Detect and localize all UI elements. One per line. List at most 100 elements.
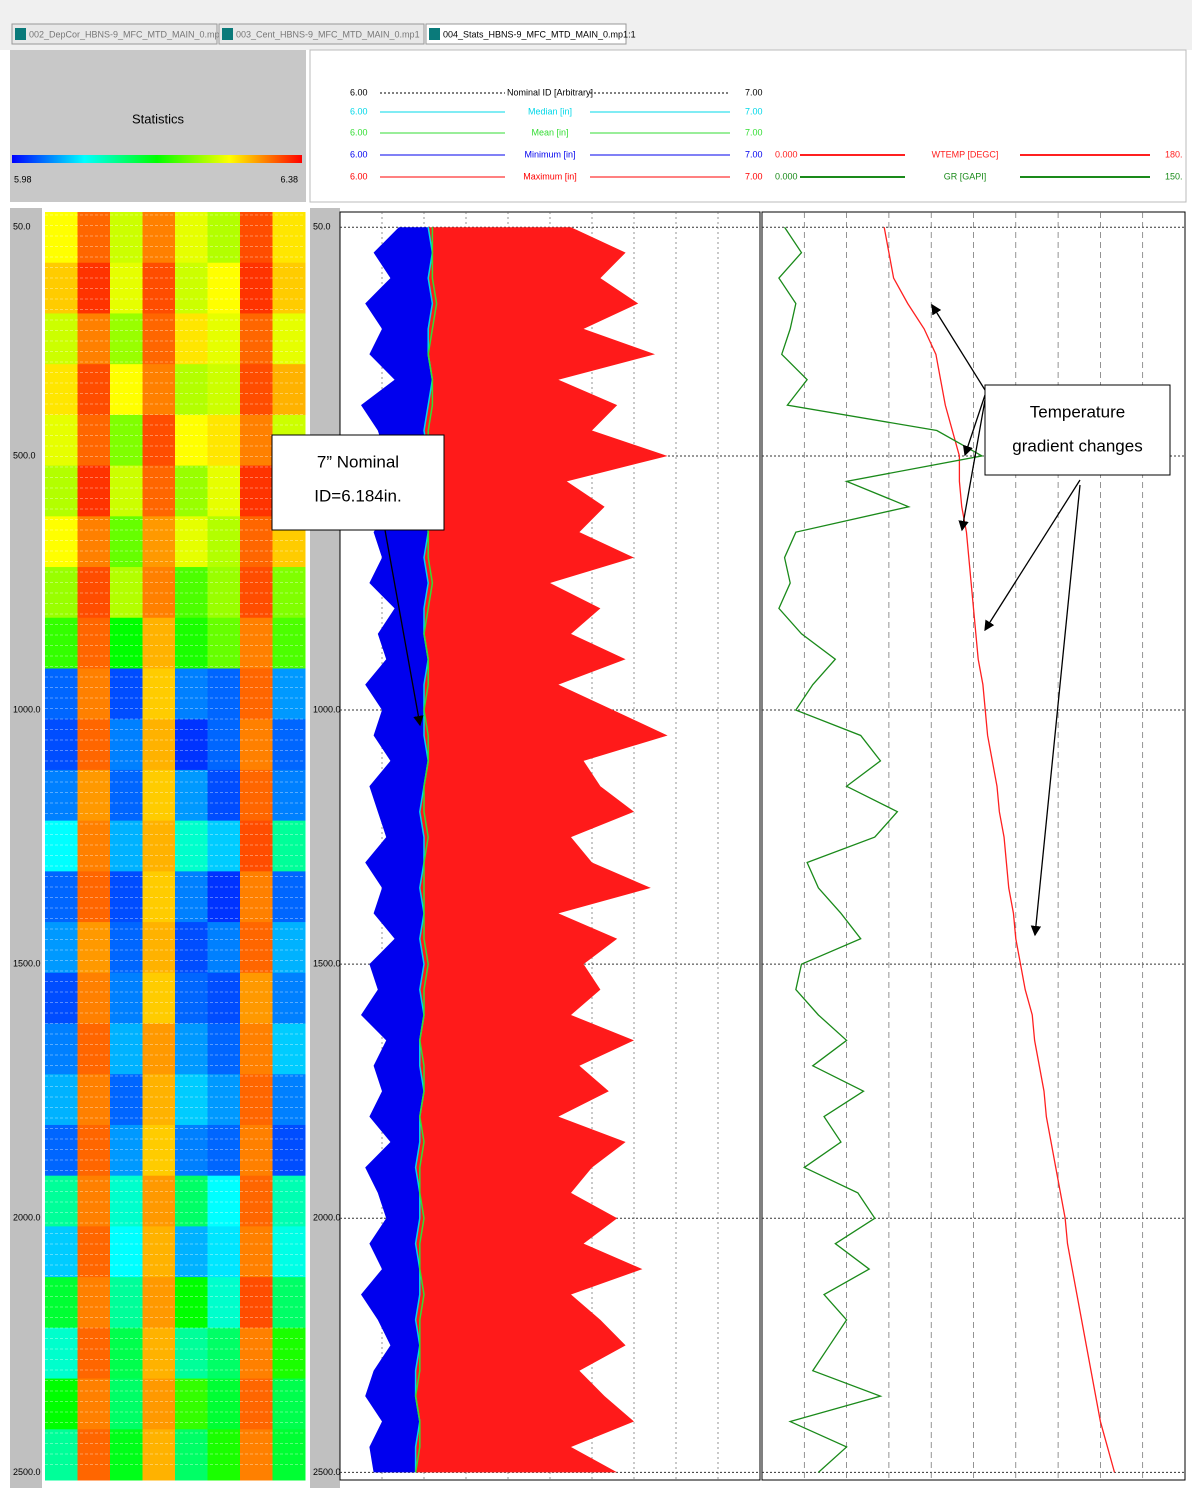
heatmap-cell: [78, 1429, 111, 1480]
heatmap-cell: [273, 871, 306, 922]
heatmap-cell: [143, 516, 176, 567]
heatmap-cell: [110, 1429, 143, 1480]
heatmap-cell: [45, 1125, 78, 1176]
heatmap-cell: [273, 1429, 306, 1480]
heatmap-cell: [110, 1176, 143, 1227]
heatmap-cell: [110, 1024, 143, 1075]
heatmap-cell: [208, 618, 241, 669]
heatmap-cell: [45, 973, 78, 1024]
heatmap-cell: [208, 668, 241, 719]
legend-min: 6.00: [350, 127, 368, 137]
heatmap-cell: [208, 313, 241, 364]
heatmap-cell: [45, 1176, 78, 1227]
heatmap-cell: [45, 1429, 78, 1480]
heatmap-cell: [240, 1277, 273, 1328]
heatmap-cell: [208, 364, 241, 415]
heatmap-cell: [45, 313, 78, 364]
heatmap-cell: [143, 415, 176, 466]
heatmap-cell: [110, 668, 143, 719]
legend-min: 6.00: [350, 149, 368, 159]
heatmap-cell: [240, 1429, 273, 1480]
heatmap-cell: [175, 922, 208, 973]
heatmap-cell: [175, 1125, 208, 1176]
heatmap-cell: [110, 313, 143, 364]
heatmap-cell: [208, 1429, 241, 1480]
heatmap-cell: [110, 973, 143, 1024]
heatmap-cell: [175, 364, 208, 415]
heatmap-cell: [78, 1277, 111, 1328]
heatmap-cell: [175, 1176, 208, 1227]
heatmap-cell: [143, 313, 176, 364]
heatmap-cell: [143, 821, 176, 872]
heatmap-cell: [143, 973, 176, 1024]
heatmap-cell: [78, 719, 111, 770]
legend-max: 7.00: [745, 171, 763, 181]
heatmap-cell: [45, 212, 78, 263]
depth-label: 2000.0: [313, 1213, 341, 1223]
heatmap-cell: [240, 212, 273, 263]
legend-min: 6.00: [350, 171, 368, 181]
scale-min: 5.98: [14, 174, 32, 184]
legend-min: 0.000: [775, 171, 798, 181]
legend-max: 7.00: [745, 149, 763, 159]
heatmap-cell: [78, 516, 111, 567]
tab-label: 003_Cent_HBNS-9_MFC_MTD_MAIN_0.mp1: [236, 29, 420, 39]
heatmap-cell: [175, 821, 208, 872]
heatmap-cell: [208, 871, 241, 922]
heatmap-cell: [45, 1328, 78, 1379]
heatmap-cell: [110, 1226, 143, 1277]
legend-name: Mean [in]: [531, 127, 568, 137]
heatmap-cell: [78, 1176, 111, 1227]
depth-label: 2500.0: [13, 1467, 41, 1477]
heatmap-cell: [78, 1226, 111, 1277]
heatmap-cell: [175, 871, 208, 922]
heatmap-cell: [175, 516, 208, 567]
heatmap-cell: [273, 1277, 306, 1328]
heatmap-cell: [175, 1024, 208, 1075]
annotation-text: ID=6.184in.: [314, 486, 401, 505]
legend-max: 7.00: [745, 106, 763, 116]
annotation-text: 7” Nominal: [317, 452, 399, 471]
heatmap-cell: [78, 1125, 111, 1176]
heatmap-cell: [240, 1176, 273, 1227]
heatmap-cell: [110, 516, 143, 567]
depth-label: 1500.0: [13, 959, 41, 969]
heatmap-cell: [273, 1226, 306, 1277]
heatmap-cell: [273, 719, 306, 770]
heatmap-cell: [175, 973, 208, 1024]
heatmap-cell: [110, 415, 143, 466]
heatmap-cell: [175, 618, 208, 669]
heatmap-cell: [208, 1125, 241, 1176]
heatmap-cell: [208, 212, 241, 263]
legend-max: 7.00: [745, 127, 763, 137]
heatmap-cell: [110, 821, 143, 872]
heatmap-cell: [273, 821, 306, 872]
heatmap-cell: [143, 668, 176, 719]
heatmap-cell: [45, 668, 78, 719]
heatmap-cell: [208, 1328, 241, 1379]
heatmap-cell: [110, 1328, 143, 1379]
heatmap-cell: [45, 871, 78, 922]
heatmap-cell: [45, 922, 78, 973]
heatmap-cell: [175, 415, 208, 466]
stats-title: Statistics: [132, 111, 185, 126]
heatmap-cell: [273, 313, 306, 364]
legend-max: 7.00: [745, 87, 763, 97]
heatmap-cell: [208, 1176, 241, 1227]
heatmap-cell: [240, 821, 273, 872]
heatmap-cell: [175, 719, 208, 770]
legend-min: 0.000: [775, 149, 798, 159]
tab-icon: [15, 28, 26, 40]
heatmap-cell: [110, 922, 143, 973]
depth-label: 2500.0: [313, 1467, 341, 1477]
heatmap-cell: [143, 922, 176, 973]
heatmap-cell: [45, 516, 78, 567]
heatmap-cell: [240, 922, 273, 973]
tab-label: 002_DepCor_HBNS-9_MFC_MTD_MAIN_0.mp1: [29, 29, 225, 39]
legend-name: Median [in]: [528, 106, 572, 116]
heatmap-cell: [78, 618, 111, 669]
log-view: Statistics 002_DepCor_HBNS-9_MFC_MTD_MAI…: [0, 0, 1192, 1495]
heatmap-cell: [78, 668, 111, 719]
heatmap-cell: [78, 313, 111, 364]
heatmap-cell: [45, 618, 78, 669]
